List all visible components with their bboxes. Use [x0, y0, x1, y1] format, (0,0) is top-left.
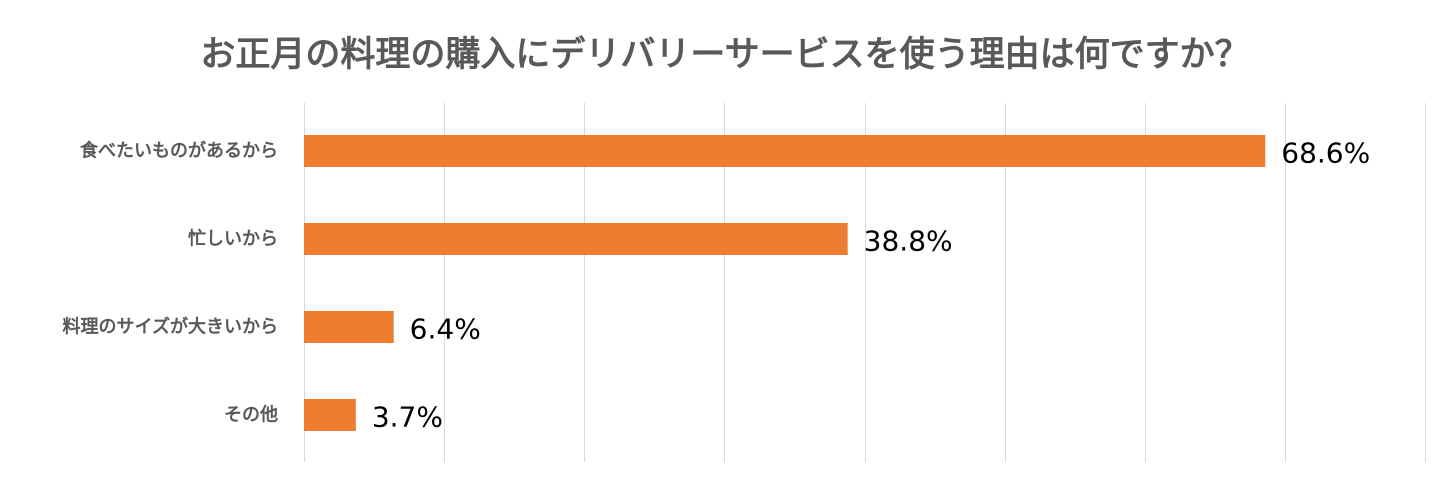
bar [304, 399, 356, 431]
bar [304, 135, 1266, 167]
category-label: 忙しいから [188, 228, 278, 250]
category-label: 料理のサイズが大きいから [63, 316, 278, 338]
value-labels: 68.6% 38.8% 6.4% 3.7% [372, 137, 1370, 434]
bar [304, 223, 848, 255]
chart-title: お正月の料理の購入にデリバリーサービスを使う理由は何ですか？ [200, 35, 1250, 75]
value-label: 3.7% [372, 401, 443, 434]
bars [304, 135, 1266, 431]
bar [304, 311, 394, 343]
category-label: その他 [224, 404, 278, 426]
value-label: 38.8% [864, 225, 953, 258]
value-label: 6.4% [410, 313, 481, 346]
value-label: 68.6% [1281, 137, 1370, 170]
category-label: 食べたいものがあるから [79, 140, 278, 162]
